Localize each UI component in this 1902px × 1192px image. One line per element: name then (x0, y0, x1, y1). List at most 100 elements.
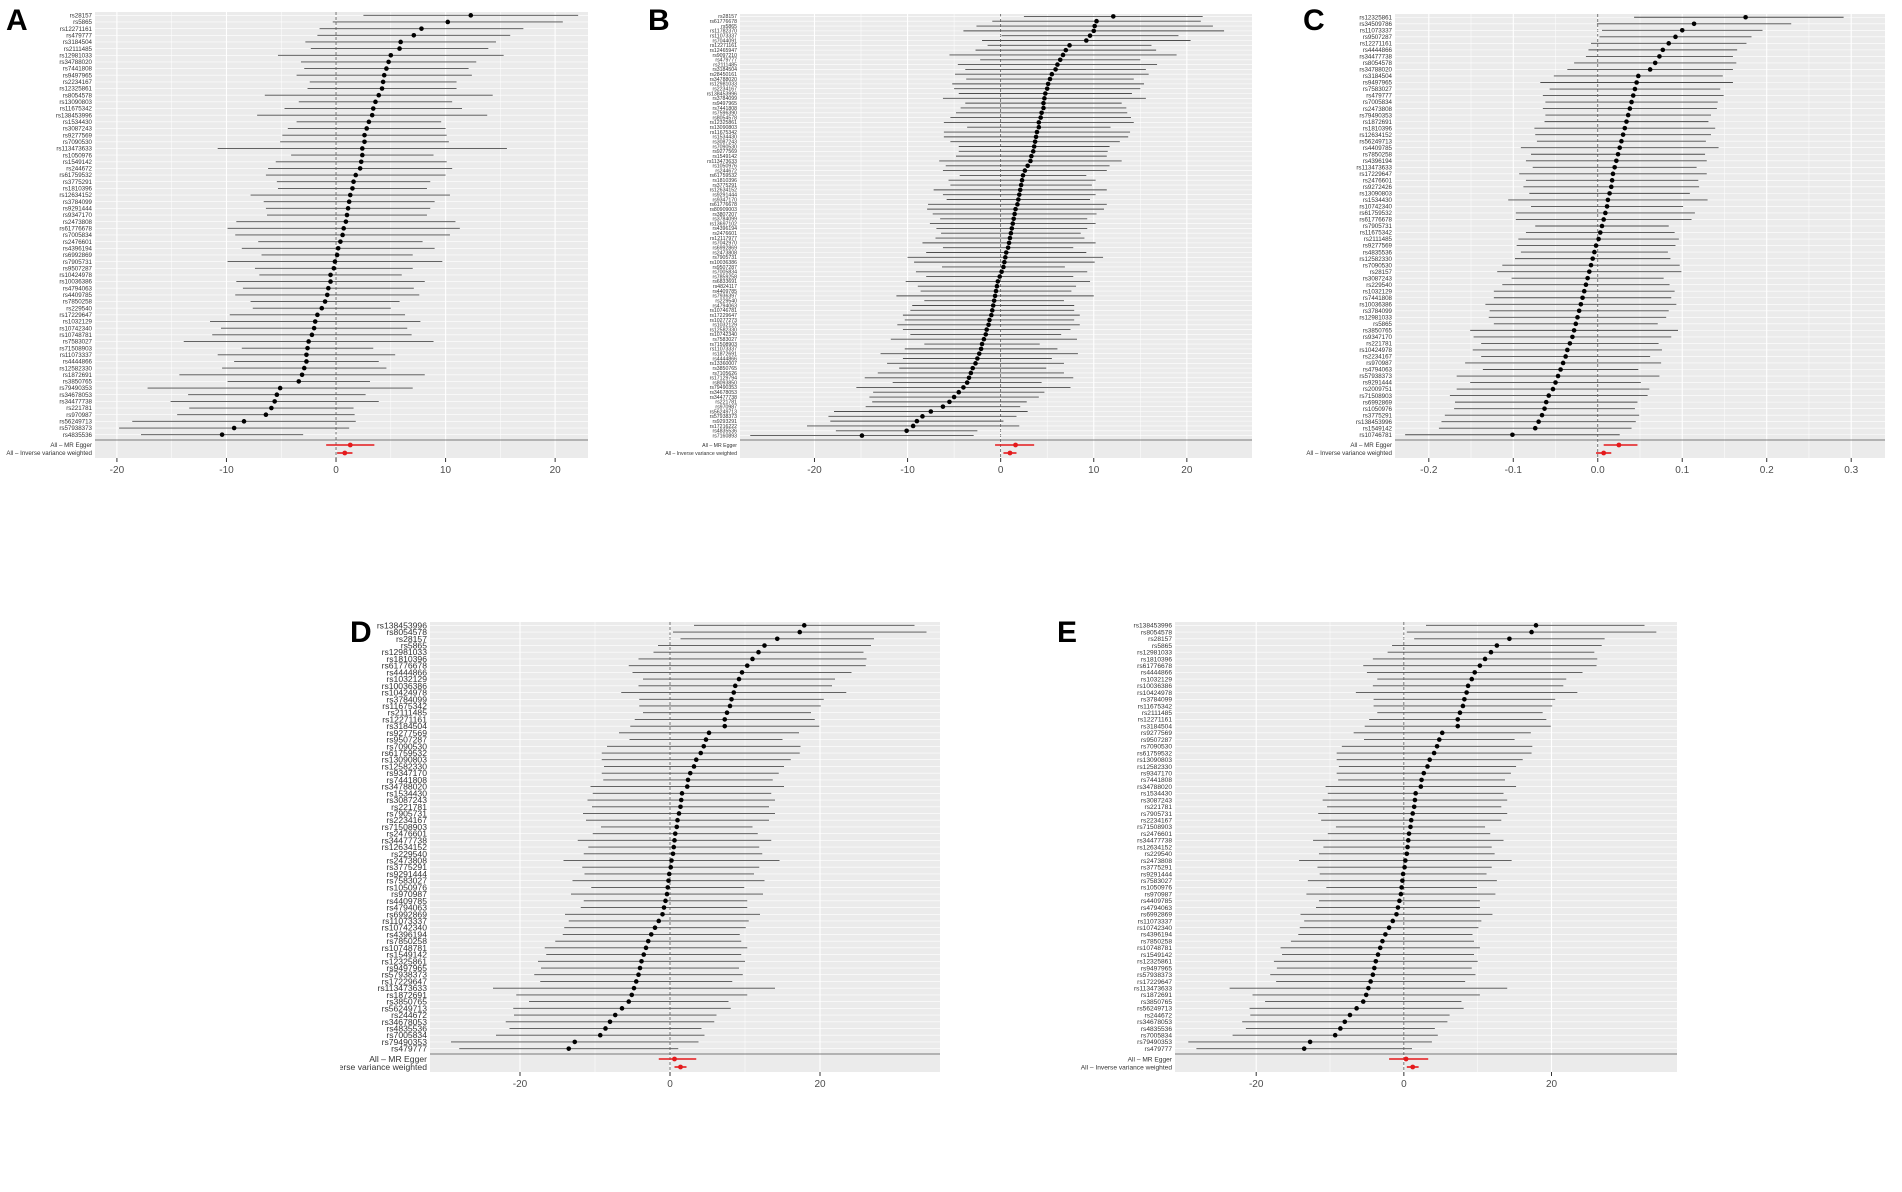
x-tick-label: -10 (219, 465, 234, 476)
snp-label: rs3775291 (386, 862, 427, 872)
snp-label: rs4396194 (712, 226, 737, 232)
snp-point (1408, 817, 1414, 823)
snp-label: rs10748781 (382, 943, 428, 953)
snp-point (1625, 112, 1631, 118)
snp-label: rs4835536 (712, 429, 737, 435)
snp-point (1394, 911, 1399, 917)
forest-panel-c: C rs12325861 rs34509786 rs11073337 rs950728… (1295, 0, 1895, 564)
snp-point (1016, 192, 1022, 197)
snp-label: rs7090530 (63, 139, 93, 146)
snp-label: rs2473808 (712, 250, 737, 256)
snp-label: rs12981033 (710, 82, 738, 88)
snp-point (1041, 105, 1046, 111)
snp-label: rs3775291 (712, 183, 737, 189)
summary-label: All – MR Egger (1350, 442, 1392, 449)
snp-label: rs2111485 (388, 708, 428, 718)
snp-point (1342, 1019, 1348, 1025)
snp-label: rs34788020 (59, 59, 92, 66)
snp-point (1006, 240, 1012, 246)
snp-label: rs79490353 (1359, 112, 1392, 119)
snp-point (296, 379, 302, 384)
snp-label: rs10742340 (382, 923, 428, 933)
snp-point (979, 341, 985, 347)
summary-point (1410, 1064, 1416, 1070)
snp-label: rs2476601 (63, 239, 93, 246)
snp-point (976, 351, 982, 356)
snp-point (572, 1039, 578, 1045)
snp-point (678, 797, 684, 803)
snp-label: rs4824117 (713, 284, 737, 290)
snp-label: rs10424978 (59, 272, 92, 279)
snp-label: rs9507287 (712, 265, 737, 271)
snp-point (693, 757, 699, 763)
snp-point (386, 59, 391, 65)
snp-point (1307, 1039, 1313, 1045)
snp-label: rs4835536 (1363, 249, 1393, 256)
snp-point (1003, 250, 1009, 255)
snp-label: rs9277569 (712, 149, 737, 155)
snp-point (1398, 891, 1404, 897)
snp-point (1507, 636, 1512, 642)
snp-point (272, 399, 277, 404)
snp-point (269, 405, 274, 411)
snp-label: rs7160893 (712, 433, 737, 439)
snp-point (1455, 717, 1461, 722)
snp-label: rs12634152 (59, 192, 92, 199)
snp-label: rs17129794 (710, 376, 738, 382)
snp-label: rs56249713 (382, 1003, 428, 1013)
snp-point (1390, 918, 1396, 924)
forest-plot-c: rs12325861rs34509786rs11073337rs9507287r… (1306, 14, 1885, 476)
snp-point (1636, 73, 1641, 79)
snp-point (338, 239, 343, 244)
snp-label: rs61776678 (1137, 663, 1172, 670)
snp-label: rs10036386 (1359, 301, 1392, 308)
snp-point (698, 750, 704, 756)
snp-point (1301, 1046, 1307, 1051)
snp-label: rs10746781 (1359, 432, 1392, 439)
snp-label: rs10748781 (59, 332, 92, 339)
snp-point (1013, 206, 1018, 212)
snp-label: rs9507287 (1363, 34, 1393, 41)
forest-plot-e: rs138453996rs8054578rs28157rs5865rs12981… (1081, 622, 1677, 1090)
snp-label: rs79490353 (1137, 1039, 1172, 1046)
snp-point (1001, 264, 1006, 270)
snp-label: rs3184504 (712, 67, 737, 73)
snp-label: rs970987 (66, 412, 92, 419)
snp-point (1634, 80, 1639, 85)
snp-point (335, 245, 341, 251)
summary-point (1007, 450, 1013, 456)
snp-label: rs7850258 (63, 299, 93, 306)
snp-point (347, 192, 353, 198)
snp-point (1660, 47, 1666, 53)
x-tick-label: -0.2 (1420, 465, 1438, 476)
snp-point (666, 871, 672, 877)
snp-point (1581, 288, 1587, 294)
snp-label: rs7859258 (712, 274, 737, 280)
snp-point (1592, 249, 1597, 255)
snp-point (1063, 47, 1069, 53)
snp-label: rs12271161 (1138, 717, 1173, 724)
snp-label: rs113473633 (1134, 985, 1172, 992)
snp-point (343, 219, 349, 224)
snp-label: rs17229647 (710, 313, 738, 319)
snp-point (1049, 71, 1055, 77)
snp-label: rs7583027 (1363, 86, 1393, 93)
snp-point (750, 656, 755, 662)
snp-point (1576, 308, 1582, 314)
snp-label: rs3807207 (712, 212, 737, 218)
snp-label: rs7005834 (712, 270, 737, 276)
snp-point (676, 811, 682, 816)
snp-label: rs13090803 (382, 755, 428, 765)
snp-label: rs12271161 (60, 26, 93, 33)
snp-point (1094, 18, 1099, 24)
snp-label: rs479777 (1145, 1046, 1173, 1053)
snp-point (1038, 115, 1043, 120)
snp-point (1563, 354, 1568, 359)
snp-point (1605, 197, 1611, 203)
snp-point (629, 992, 635, 998)
snp-label: rs9507287 (63, 265, 93, 272)
snp-point (1743, 14, 1748, 20)
snp-label: rs229540 (1366, 282, 1392, 289)
snp-label: rs1534430 (386, 788, 427, 798)
snp-point (346, 199, 352, 205)
